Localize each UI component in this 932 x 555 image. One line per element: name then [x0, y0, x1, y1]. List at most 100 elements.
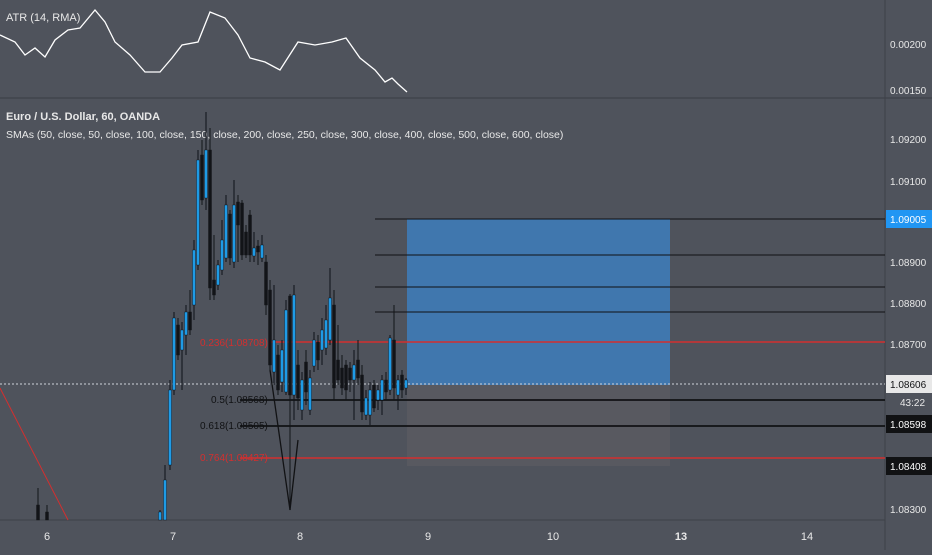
candle-body: [45, 511, 49, 521]
atr-line: [0, 8, 408, 93]
candle-body: [204, 149, 208, 199]
candle-body: [312, 339, 316, 367]
svg-text:43:22: 43:22: [900, 398, 925, 409]
candle-body: [184, 311, 188, 336]
candle-body: [212, 279, 216, 296]
candle-body: [236, 201, 240, 226]
candle-body: [352, 364, 356, 381]
time-label-8: 8: [297, 531, 303, 543]
candle-body: [344, 364, 348, 391]
candle-body: [364, 397, 368, 416]
candle-body: [272, 339, 276, 373]
candle-body: [36, 504, 40, 521]
price-axis-label-5: 1.08700: [890, 340, 927, 351]
candle-body: [324, 319, 328, 349]
candle-body: [200, 154, 204, 201]
candle-body: [304, 361, 308, 393]
candle-body: [256, 245, 260, 253]
atr-axis-label-1: 0.00200: [890, 40, 927, 51]
candle-body: [176, 324, 180, 356]
time-label-10: 10: [547, 531, 559, 543]
candle-body: [372, 384, 376, 409]
candle-body: [224, 204, 228, 259]
candle-body: [196, 159, 200, 266]
atr-label: ATR (14, RMA): [6, 12, 80, 24]
current-price-tag: 1.08606: [886, 375, 932, 393]
candle-body: [188, 311, 192, 331]
candle-body: [316, 341, 320, 361]
trendline-red[interactable]: [0, 387, 69, 521]
time-label-7: 7: [170, 531, 176, 543]
candle-body: [328, 297, 332, 341]
stop-price-tag: 1.08408: [886, 457, 932, 475]
price-axis-label-1: 1.09200: [890, 135, 927, 146]
candle-body: [292, 294, 296, 396]
candle-body: [288, 295, 292, 396]
candle-body: [268, 289, 272, 366]
sma-indicator-label: SMAs (50, close, 50, close, 100, close, …: [6, 129, 563, 141]
candle-body: [228, 213, 232, 259]
candle-body: [284, 309, 288, 393]
bar-countdown-tag: 43:22: [886, 393, 932, 411]
candle-body: [220, 239, 224, 271]
candle-body: [340, 367, 344, 389]
price-axis-label-4: 1.08800: [890, 299, 927, 310]
fib-0618-label: 0.618(1.08505): [200, 421, 268, 432]
entry-line-price-tag: 1.08598: [886, 415, 932, 433]
target-zone[interactable]: [407, 219, 670, 385]
svg-text:1.09005: 1.09005: [890, 215, 927, 226]
candle-body: [380, 379, 384, 401]
candle-body: [404, 379, 408, 389]
candle-body: [392, 339, 396, 389]
time-label-9: 9: [425, 531, 431, 543]
candle-body: [336, 359, 340, 381]
fib-0236-label: 0.236(1.08708): [200, 338, 268, 349]
target-price-tag: 1.09005: [886, 210, 932, 228]
candle-body: [216, 264, 220, 286]
candle-body: [248, 214, 252, 256]
candle-body: [280, 349, 284, 383]
candle-body: [244, 231, 248, 256]
candle-body: [232, 204, 236, 263]
candle-body: [308, 377, 312, 411]
time-label-14: 14: [801, 531, 813, 543]
candle-body: [192, 249, 196, 306]
candle-body: [158, 511, 162, 521]
candle-body: [376, 389, 380, 401]
candle-body: [172, 317, 176, 391]
candle-body: [208, 149, 212, 289]
price-axis-label-3: 1.08900: [890, 258, 927, 269]
price-axis-label-6: 1.08300: [890, 505, 927, 516]
candle-body: [260, 244, 264, 259]
trendline-black-1[interactable]: [269, 369, 291, 511]
time-label-13: 13: [675, 531, 687, 543]
time-label-6: 6: [44, 531, 50, 543]
fib-0764-label: 0.764(1.08427): [200, 453, 268, 464]
candle-body: [384, 379, 388, 393]
candle-body: [240, 202, 244, 256]
symbol-title: Euro / U.S. Dollar, 60, OANDA: [6, 111, 160, 123]
candle-body: [360, 374, 364, 413]
svg-text:1.08408: 1.08408: [890, 462, 927, 473]
candle-body: [400, 374, 404, 391]
price-axis-label-2: 1.09100: [890, 177, 927, 188]
candle-body: [296, 364, 300, 399]
candlestick-series: [36, 112, 408, 521]
fib-05-label: 0.5(1.08568): [211, 395, 268, 406]
candle-body: [180, 329, 184, 351]
candle-body: [276, 354, 280, 391]
candle-body: [348, 367, 352, 381]
candle-body: [252, 247, 256, 257]
candle-body: [320, 329, 324, 351]
candle-body: [368, 389, 372, 416]
atr-axis-label-2: 0.00150: [890, 86, 927, 97]
candle-body: [396, 379, 400, 396]
trendline-black-2[interactable]: [289, 439, 299, 511]
candle-body: [300, 379, 304, 411]
svg-text:1.08598: 1.08598: [890, 420, 927, 431]
svg-text:1.08606: 1.08606: [890, 380, 927, 391]
candle-body: [332, 304, 336, 389]
candle-body: [356, 359, 360, 379]
